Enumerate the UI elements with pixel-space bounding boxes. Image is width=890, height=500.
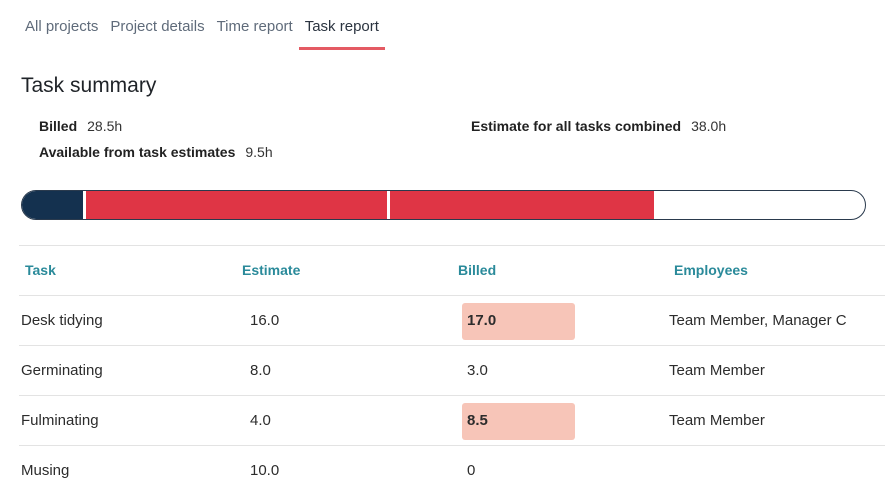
billed-summary: Billed 28.5h [39, 118, 122, 134]
header-divider [19, 295, 885, 296]
progress-segment-1 [84, 191, 655, 219]
available-value: 9.5h [245, 144, 273, 160]
task-summary-title: Task summary [21, 74, 157, 97]
header-estimate[interactable]: Estimate [242, 262, 301, 278]
estimate-summary: Estimate for all tasks combined 38.0h [471, 118, 726, 134]
task-billed: 3.0 [467, 362, 488, 379]
tab-project-details[interactable]: Project details [110, 18, 205, 35]
tab-time-report[interactable]: Time report [216, 18, 293, 35]
table-row: Desk tidying 16.0 17.0 Team Member, Mana… [19, 296, 885, 345]
row-divider [19, 395, 885, 396]
task-employees: Team Member, Manager C [669, 312, 847, 329]
table-row: Fulminating 4.0 8.5 Team Member [19, 396, 885, 445]
task-name: Musing [21, 462, 70, 479]
row-divider [19, 445, 885, 446]
over-budget-highlight [462, 303, 575, 340]
billed-label: Billed [39, 118, 78, 134]
task-employees: Team Member [669, 362, 765, 379]
project-tabs: All projects Project details Time report… [19, 10, 385, 50]
table-row: Germinating 8.0 3.0 Team Member [19, 346, 885, 395]
available-label: Available from task estimates [39, 144, 236, 160]
task-estimate: 8.0 [250, 362, 271, 379]
task-estimate: 16.0 [250, 312, 280, 329]
estimate-label: Estimate for all tasks combined [471, 118, 682, 134]
table-row: Musing 10.0 0 [19, 446, 885, 495]
task-employees: Team Member [669, 412, 765, 429]
over-budget-highlight [462, 403, 575, 440]
task-estimate: 4.0 [250, 412, 271, 429]
task-estimate: 10.0 [250, 462, 280, 479]
task-name: Germinating [21, 362, 103, 379]
task-billed: 0 [467, 462, 476, 479]
header-employees[interactable]: Employees [674, 262, 748, 278]
header-task[interactable]: Task [25, 262, 56, 278]
task-billed: 8.5 [467, 412, 488, 429]
progress-divider-0 [83, 191, 87, 219]
progress-divider-1 [387, 191, 391, 219]
task-billed: 17.0 [467, 312, 497, 329]
task-name: Desk tidying [21, 312, 103, 329]
progress-segment-0 [22, 191, 85, 219]
available-summary: Available from task estimates 9.5h [39, 144, 273, 160]
estimate-value: 38.0h [691, 118, 727, 134]
task-progress-bar [21, 190, 866, 220]
header-billed[interactable]: Billed [458, 262, 497, 278]
row-divider [19, 345, 885, 346]
billed-value: 28.5h [87, 118, 123, 134]
tab-all-projects[interactable]: All projects [25, 18, 99, 35]
task-name: Fulminating [21, 412, 99, 429]
tab-task-report[interactable]: Task report [298, 10, 385, 50]
table-top-divider [19, 245, 885, 246]
